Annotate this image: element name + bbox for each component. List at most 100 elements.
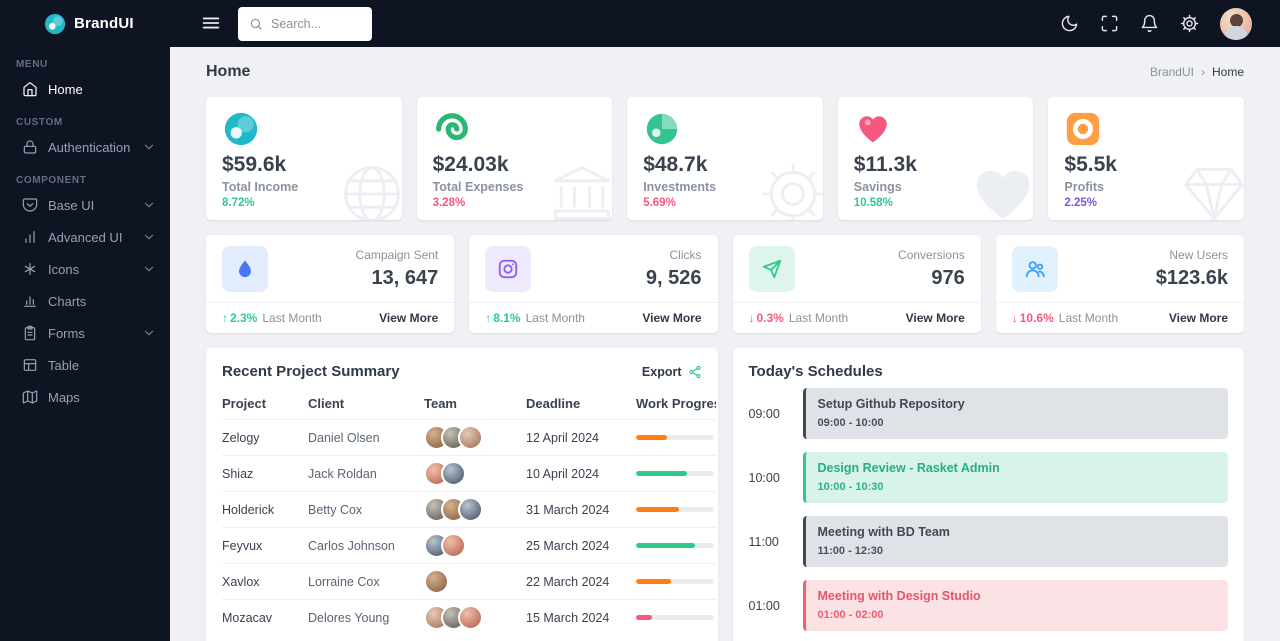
dark-mode-moon-icon[interactable] [1054,9,1084,39]
metric-label: Clicks [669,248,702,262]
schedule-time: 10:00 [748,470,780,485]
metric-period: Last Month [1058,311,1119,325]
client-name: Daniel Olsen [308,419,424,456]
sidebar-item-label: Table [48,357,80,373]
sidebar-item-charts[interactable]: Charts [0,285,170,317]
schedule-row: 09:00 Setup Github Repository 09:00 - 10… [748,388,1228,439]
fullscreen-icon[interactable] [1094,9,1124,39]
view-more-link[interactable]: View More [642,311,702,325]
bar-chart-icon [22,229,38,245]
expenses-icon [433,113,471,152]
schedule-event-title: Meeting with Design Studio [817,589,981,603]
savings-icon [854,116,892,152]
stat-delta: 5.69% [643,197,676,209]
clipboard-icon [22,325,38,341]
hamburger-menu-icon[interactable] [200,12,224,36]
stat-value: $5.5k [1064,153,1117,176]
sidebar-item-base-ui[interactable]: Base UI [0,189,170,221]
user-avatar[interactable] [1220,7,1252,40]
deadline: 31 March 2024 [526,491,636,528]
metric-value: 13, 647 [371,267,439,289]
income-icon [222,112,260,152]
client-name: Lorraine Cox [308,563,424,600]
breadcrumb-root[interactable]: BrandUI [1149,65,1194,79]
table-icon [22,357,38,373]
sidebar-item-table[interactable]: Table [0,349,170,381]
column-header: Client [308,388,424,420]
project-name: Zelogy [222,419,308,456]
stat-delta: 2.25% [1064,197,1097,209]
project-name: Shiaz [222,455,308,492]
gear-watermark-icon [759,160,823,220]
view-more-link[interactable]: View More [379,311,439,325]
stat-value: $11.3k [853,153,917,176]
main-column: Home BrandUI › Home $59.6k Total Income … [170,0,1280,641]
schedule-event-range: 01:00 - 02:00 [817,609,884,621]
profits-icon [1064,112,1102,152]
page-title: Home [206,63,251,80]
team-avatars [424,461,522,486]
deadline: 15 March 2024 [526,610,610,625]
notifications-bell-icon[interactable] [1134,9,1164,39]
metric-period: Last Month [525,311,585,325]
project-name: Xavlox [222,563,308,600]
map-icon [22,389,38,405]
column-header: Work Progress [636,388,716,420]
share-icon [688,365,701,378]
clicks-icon [485,246,532,292]
schedule-event-title: Meeting with BD Team [817,525,950,539]
sidebar-item-label: Home [48,81,83,97]
schedule-event[interactable]: Meeting with BD Team 11:00 - 12:30 [802,516,1228,567]
export-button[interactable]: Export [642,365,702,379]
table-row: Zelogy Daniel Olsen 12 April 2024 [222,419,716,456]
sidebar-item-icons[interactable]: Icons [0,253,170,285]
schedule-event[interactable]: Design Review - Rasket Admin 10:00 - 10:… [802,452,1228,503]
panel-title: Today's Schedules [748,363,883,380]
deadline: 10 April 2024 [526,455,636,492]
asterisk-icon [22,261,38,277]
metric-delta: ↑ 2.3% [222,311,258,325]
brand-logo[interactable]: BrandUI [0,0,170,47]
arrow-up-icon: ↑ [222,311,228,325]
team-avatars [424,497,522,522]
metric-cards-row: Campaign Sent 13, 647 ↑ 2.3% Last Month V… [206,235,1244,333]
metric-period: Last Month [788,311,849,325]
metric-delta: ↓ 0.3% [748,311,784,325]
avatar [458,497,483,522]
metric-card-clicks: Clicks 9, 526 ↑ 8.1% Last Month View More [469,235,718,333]
page-content: Home BrandUI › Home $59.6k Total Income … [170,47,1280,641]
team-avatars [424,605,522,630]
sidebar-item-home[interactable]: Home [0,73,170,105]
deadline: 25 March 2024 [526,527,636,564]
stat-label: Total Income [222,180,299,194]
stat-delta: 8.72% [222,197,255,209]
client-name: Delores Young [308,610,390,625]
home-icon [22,81,38,97]
metric-card-new-users: New Users $123.6k ↓ 10.6% Last Month View… [995,235,1244,333]
stat-card-total-expenses: $24.03k Total Expenses 3.28% [416,97,613,220]
schedule-time: 11:00 [748,534,779,549]
metric-value: 976 [931,267,965,289]
conversions-icon [748,246,795,292]
view-more-link[interactable]: View More [905,311,965,325]
table-row: Xavlox Lorraine Cox 22 March 2024 [222,563,716,600]
breadcrumb-current: Home [1211,65,1244,79]
metric-period: Last Month [262,311,322,325]
schedule-row: 11:00 Meeting with BD Team 11:00 - 12:30 [748,516,1228,567]
pocket-icon [22,197,38,213]
sidebar: BrandUI MENU Home CUSTOM Authentication … [0,0,170,641]
schedule-event[interactable]: Meeting with Design Studio 01:00 - 02:00 [802,580,1228,631]
globe-watermark-icon [338,160,402,220]
search-input[interactable] [271,16,361,31]
sidebar-item-advanced-ui[interactable]: Advanced UI [0,221,170,253]
sidebar-item-authentication[interactable]: Authentication [0,131,170,163]
sidebar-item-maps[interactable]: Maps [0,381,170,413]
sidebar-item-forms[interactable]: Forms [0,317,170,349]
avatar [458,425,483,450]
view-more-link[interactable]: View More [1168,311,1228,325]
settings-gear-icon[interactable] [1174,9,1204,39]
schedule-time: 09:00 [748,406,780,421]
schedule-event[interactable]: Setup Github Repository 09:00 - 10:00 [802,388,1228,439]
table-header-row: Project Client Team Deadline Work Progre… [222,388,716,420]
metric-label: Campaign Sent [355,248,439,262]
